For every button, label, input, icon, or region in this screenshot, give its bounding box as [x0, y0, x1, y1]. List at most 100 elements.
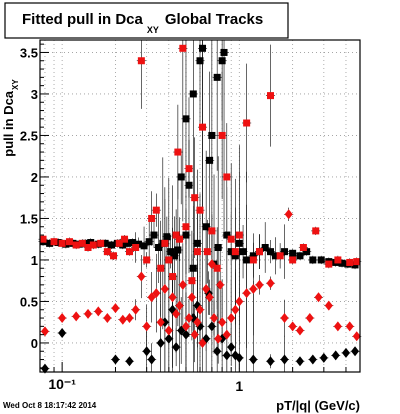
data-point-diamond	[72, 311, 81, 322]
data-point-square	[179, 44, 187, 52]
data-point-square	[129, 239, 137, 247]
data-point-square	[132, 244, 140, 251]
data-point-square	[167, 248, 175, 256]
data-point-diamond	[235, 296, 244, 307]
data-point-square	[261, 244, 269, 251]
data-point-square	[62, 240, 70, 248]
data-point-square	[325, 260, 333, 268]
data-point-square	[334, 256, 342, 264]
title-box: Fitted pull in Dca XY Global Tracks	[4, 2, 289, 39]
data-point-square	[163, 233, 171, 241]
chart-title-suffix: Global Tracks	[165, 11, 263, 28]
data-point-square	[182, 223, 190, 231]
data-points	[39, 44, 361, 374]
data-point-diamond	[142, 321, 151, 332]
data-point-diamond	[242, 288, 251, 299]
data-point-square	[150, 231, 158, 239]
data-point-square	[124, 239, 132, 247]
data-point-square	[196, 206, 204, 214]
chart-title: Fitted pull in Dca XY Global Tracks	[22, 11, 263, 35]
data-point-square	[338, 259, 346, 267]
data-point-square	[276, 252, 284, 260]
data-point-square	[243, 256, 251, 264]
data-point-diamond	[58, 327, 67, 338]
data-point-diamond	[345, 321, 354, 332]
y-tick-label-3: 1.5	[20, 211, 38, 226]
x-axis-label: pT/|q| (GeV/c)	[276, 398, 360, 413]
data-point-diamond	[103, 313, 112, 324]
data-point-diamond	[156, 317, 165, 328]
data-point-diamond	[207, 259, 216, 270]
data-point-square	[196, 57, 204, 65]
y-tick-label-4: 2	[31, 170, 38, 185]
data-point-diamond	[351, 346, 360, 357]
data-point-square	[208, 131, 216, 139]
y-axis-label: pull in DcaXY	[1, 79, 20, 157]
data-point-diamond	[210, 313, 219, 324]
data-point-square	[115, 239, 123, 247]
data-point-square	[271, 252, 279, 260]
data-point-diamond	[181, 321, 190, 332]
data-point-square	[182, 231, 190, 239]
data-point-square	[161, 239, 169, 247]
data-point-diamond	[137, 271, 146, 282]
data-point-square	[299, 244, 307, 251]
data-point-diamond	[142, 346, 151, 357]
data-point-square	[203, 248, 211, 256]
data-point-diamond	[218, 317, 227, 328]
data-point-square	[317, 256, 325, 264]
data-point-diamond	[175, 300, 184, 311]
data-point-diamond	[196, 304, 204, 315]
data-point-diamond	[288, 321, 297, 332]
chart-title-main: Fitted pull in Dca	[22, 11, 143, 28]
data-point-diamond	[280, 354, 289, 365]
data-point-diamond	[280, 313, 289, 324]
data-point-square	[176, 235, 184, 243]
axis-ticks	[40, 43, 347, 372]
data-point-square	[312, 227, 320, 235]
data-point-square	[165, 256, 173, 264]
data-point-diamond	[131, 304, 140, 315]
data-point-diamond	[216, 279, 225, 290]
data-point-diamond	[284, 209, 293, 220]
data-point-square	[50, 238, 58, 246]
data-point-square	[72, 241, 80, 249]
data-point-square	[214, 244, 222, 251]
data-point-diamond	[147, 354, 156, 365]
timestamp: Wed Oct 8 18:17:42 2014	[3, 401, 97, 410]
data-point-square	[58, 239, 66, 247]
data-point-diamond	[164, 333, 173, 344]
data-point-square	[235, 239, 243, 247]
data-point-square	[191, 194, 199, 202]
data-point-square	[281, 248, 289, 256]
data-point-square	[218, 131, 226, 139]
data-point-square	[155, 244, 163, 251]
data-point-square	[213, 264, 221, 272]
data-point-diamond	[190, 329, 199, 340]
x-tick-label-0: 10⁻¹	[48, 376, 76, 392]
data-point-diamond	[168, 292, 177, 303]
y-tick-label-2: 1	[31, 253, 38, 268]
data-point-diamond	[333, 321, 342, 332]
data-point-diamond	[160, 284, 169, 294]
data-point-diamond	[331, 350, 340, 361]
data-point-diamond	[181, 329, 190, 340]
data-point-square	[296, 252, 304, 260]
data-point-square	[189, 90, 197, 98]
data-point-diamond	[193, 317, 202, 328]
data-point-diamond	[178, 279, 187, 290]
data-point-square	[255, 248, 263, 256]
data-point-square	[119, 241, 127, 249]
data-point-diamond	[94, 306, 103, 317]
data-point-diamond	[314, 292, 323, 303]
y-axis-label-main: pull in Dca	[1, 90, 16, 157]
data-point-square	[231, 248, 239, 256]
data-point-diamond	[156, 337, 165, 348]
data-point-diamond	[249, 354, 258, 365]
data-point-square	[188, 277, 196, 285]
data-point-square	[182, 115, 190, 123]
data-point-diamond	[295, 356, 304, 367]
data-point-diamond	[177, 325, 186, 336]
y-tick-label-7: 3.5	[20, 45, 38, 60]
